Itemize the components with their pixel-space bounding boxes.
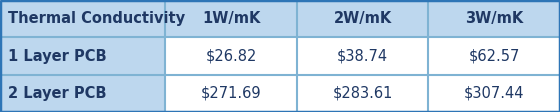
Text: 2W/mK: 2W/mK: [333, 11, 392, 26]
Bar: [428, 0, 560, 37]
Text: $271.69: $271.69: [200, 86, 262, 101]
Bar: [297, 37, 428, 75]
Text: $307.44: $307.44: [464, 86, 525, 101]
Text: 1 Layer PCB: 1 Layer PCB: [8, 48, 107, 64]
Text: $283.61: $283.61: [333, 86, 393, 101]
Bar: [0, 37, 165, 75]
Bar: [165, 37, 297, 75]
Text: $62.57: $62.57: [469, 48, 520, 64]
Bar: [428, 37, 560, 75]
Text: 1W/mK: 1W/mK: [202, 11, 260, 26]
Text: 3W/mK: 3W/mK: [465, 11, 524, 26]
Text: Thermal Conductivity: Thermal Conductivity: [8, 11, 185, 26]
Bar: [297, 0, 428, 37]
Bar: [428, 75, 560, 112]
Bar: [0, 75, 165, 112]
Text: $26.82: $26.82: [206, 48, 256, 64]
Bar: [297, 75, 428, 112]
Bar: [165, 75, 297, 112]
Bar: [0, 0, 165, 37]
Text: $38.74: $38.74: [337, 48, 388, 64]
Text: 2 Layer PCB: 2 Layer PCB: [8, 86, 107, 101]
Bar: [165, 0, 297, 37]
